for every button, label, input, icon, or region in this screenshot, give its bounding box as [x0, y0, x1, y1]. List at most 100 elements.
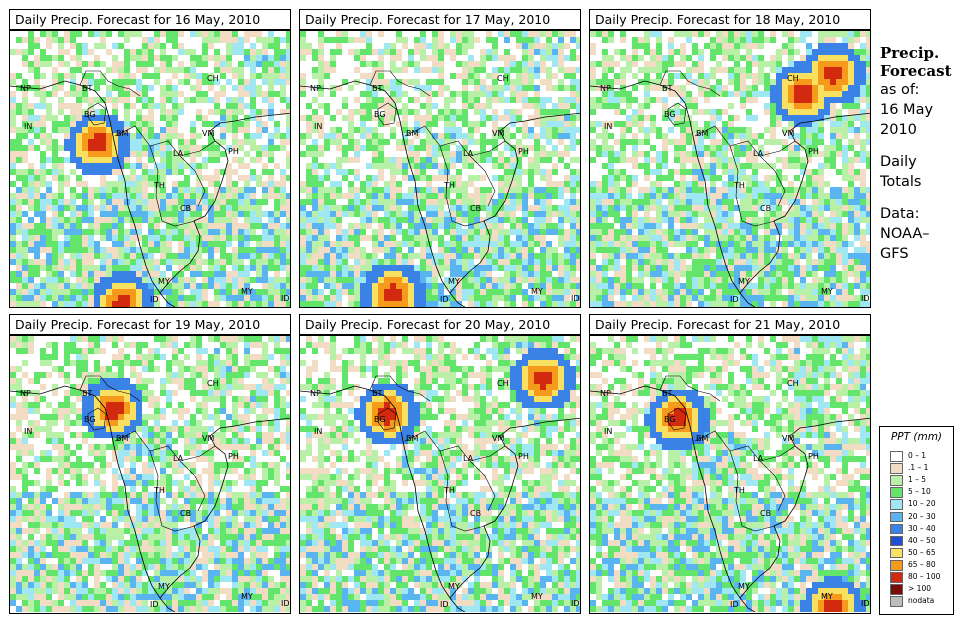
country-label: BG	[664, 110, 676, 119]
precip-map-svg: NP BT BG IN BM CH VM LA TH CB MY MY ID ID PH	[10, 31, 290, 307]
country-label: CH	[787, 74, 799, 83]
country-label: PH	[228, 452, 239, 461]
country-borders	[369, 375, 506, 532]
legend-label: > 100	[908, 584, 931, 594]
legend-item: 10 – 20	[890, 499, 952, 511]
precip-legend: PPT (mm) 0 – 1 .1 – 1 1 – 5 5 – 10 10 – 20 20…	[879, 426, 954, 615]
country-label: MY	[821, 287, 833, 296]
country-label: CH	[207, 379, 219, 388]
sidebar-data-line1: Data:	[880, 206, 920, 222]
country-label: BG	[374, 415, 386, 424]
sidebar-date-line1: 16 May	[880, 102, 934, 118]
country-label: IN	[24, 427, 32, 436]
legend-swatch	[890, 547, 903, 559]
panel-title: Daily Precip. Forecast for 17 May, 2010	[299, 9, 581, 30]
country-label: LA	[173, 149, 184, 158]
legend-item: 1 – 5	[890, 475, 952, 486]
country-label: PH	[518, 452, 529, 461]
sidebar-data-line3: GFS	[880, 246, 909, 262]
country-label: VM	[492, 434, 504, 443]
precip-map-svg: NP BT BG IN BM CH VM LA TH CB MY MY ID ID PH	[10, 336, 290, 612]
country-label: CB	[760, 509, 771, 518]
legend-item: 5 – 10	[890, 487, 952, 498]
country-label: ID	[861, 294, 870, 303]
sidebar-daily-line2: Totals	[880, 174, 922, 190]
legend-label: 30 – 40	[908, 523, 936, 533]
country-label: MY	[821, 592, 833, 601]
legend-item: 20 – 30	[890, 511, 952, 523]
legend-item: .1 – 1	[890, 463, 952, 474]
country-borders	[79, 70, 216, 227]
country-label: ID	[571, 294, 580, 303]
legend-swatch	[890, 596, 903, 607]
country-label: BM	[696, 434, 708, 443]
country-label: ID	[150, 295, 159, 304]
legend-item: 0 – 1	[890, 451, 952, 462]
country-label: BG	[664, 415, 676, 424]
legend-label: .1 – 1	[908, 463, 929, 473]
coastline	[10, 385, 290, 612]
precip-map-svg: NP BT BG IN BM CH VM LA TH CB MY MY ID ID PH	[300, 31, 580, 307]
panel-title: Daily Precip. Forecast for 20 May, 2010	[299, 314, 581, 335]
country-label: ID	[440, 295, 449, 304]
country-label: MY	[738, 277, 750, 286]
coastline	[590, 385, 870, 612]
country-label: CB	[470, 204, 481, 213]
country-borders	[659, 70, 796, 227]
country-label: CH	[497, 74, 509, 83]
country-label: PH	[518, 147, 529, 156]
country-label: VM	[492, 129, 504, 138]
country-label: MY	[448, 582, 460, 591]
country-borders	[659, 375, 796, 532]
sidebar-daily-line1: Daily	[880, 154, 917, 170]
legend-label: 5 – 10	[908, 487, 931, 497]
country-label: BM	[696, 129, 708, 138]
coastline	[10, 80, 290, 307]
legend-swatch	[890, 487, 903, 498]
country-label: VM	[202, 434, 214, 443]
country-label: MY	[531, 592, 543, 601]
country-label: NP	[600, 84, 611, 93]
country-label: TH	[733, 486, 745, 495]
legend-label: 40 – 50	[908, 535, 936, 545]
country-label: MY	[158, 582, 170, 591]
legend-item: nodata	[890, 596, 952, 607]
legend-swatch	[890, 572, 903, 583]
country-label: BT	[662, 389, 672, 398]
country-label: BT	[82, 389, 92, 398]
panel-title: Daily Precip. Forecast for 19 May, 2010	[9, 314, 291, 335]
legend-swatch	[890, 523, 903, 535]
precip-map-svg: NP BT BG IN BM CH VM LA TH CB MY MY ID ID PH	[300, 336, 580, 612]
country-label: ID	[281, 599, 290, 608]
legend-item: 40 – 50	[890, 535, 952, 547]
country-label: CH	[207, 74, 219, 83]
country-label: NP	[310, 389, 321, 398]
country-label: VM	[202, 129, 214, 138]
country-label: CB	[760, 204, 771, 213]
coastline	[300, 385, 580, 612]
country-label: BM	[116, 434, 128, 443]
precip-map: NP BT BG IN BM CH VM LA TH CB MY MY ID ID PH	[9, 335, 291, 614]
country-label: MY	[158, 277, 170, 286]
precip-map: NP BT BG IN BM CH VM LA TH CB MY MY ID ID PH	[299, 335, 581, 614]
precip-map: NP BT BG IN BM CH VM LA TH CB MY MY ID ID PH	[589, 335, 871, 614]
country-label: BT	[662, 84, 672, 93]
country-label: IN	[314, 122, 322, 131]
legend-item: 30 – 40	[890, 523, 952, 535]
legend-swatch	[890, 535, 903, 547]
legend-label: 10 – 20	[908, 499, 936, 509]
country-label: TH	[153, 181, 165, 190]
legend-swatch	[890, 511, 903, 523]
country-label: PH	[808, 147, 819, 156]
country-label: MY	[738, 582, 750, 591]
country-label: LA	[753, 454, 764, 463]
country-label: NP	[20, 389, 31, 398]
country-label: PH	[228, 147, 239, 156]
coastline	[300, 80, 580, 307]
country-label: MY	[241, 592, 253, 601]
legend-label: 0 – 1	[908, 451, 927, 460]
country-label: CB	[470, 509, 481, 518]
legend-swatch	[890, 451, 903, 462]
country-label: CB	[180, 204, 191, 213]
country-label: ID	[440, 600, 449, 609]
